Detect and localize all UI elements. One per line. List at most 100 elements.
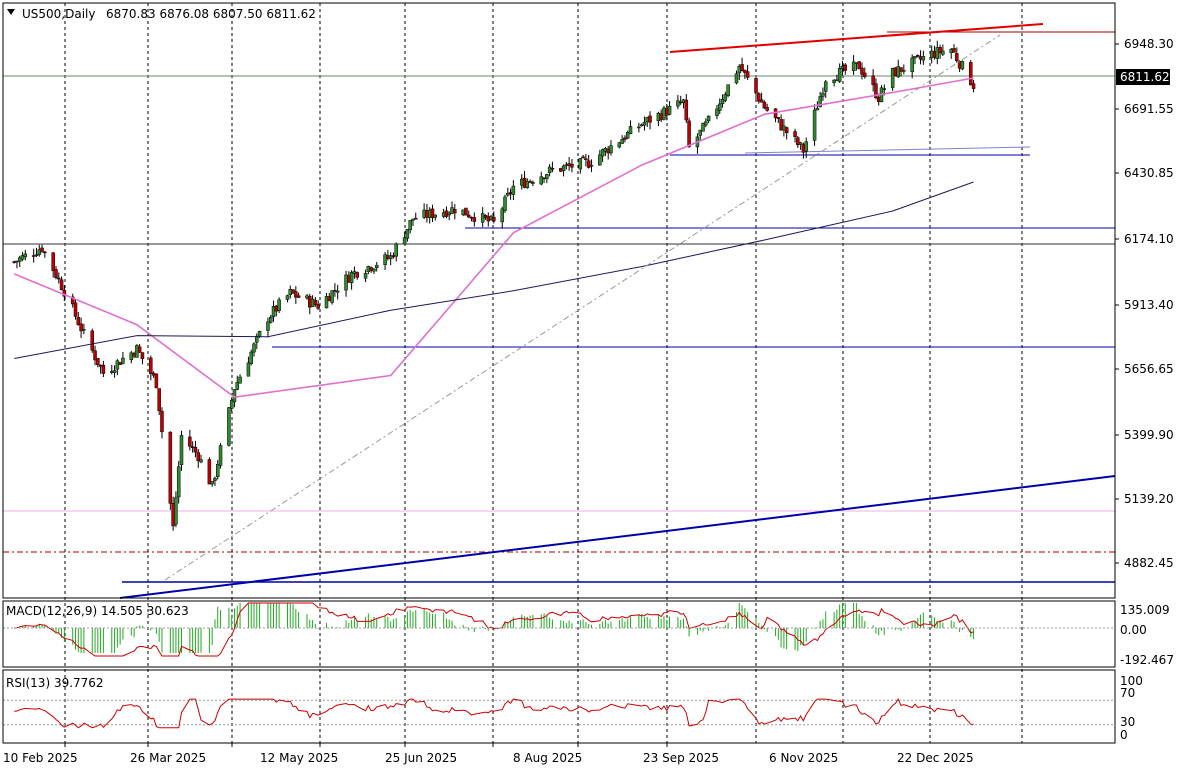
candle-body xyxy=(525,180,530,188)
candle-body xyxy=(174,497,178,525)
macd-tick-label: 0.00 xyxy=(1120,623,1147,637)
macd-tick-label: -192.467 xyxy=(1120,653,1174,667)
candle-body xyxy=(832,79,836,84)
candle-body xyxy=(762,101,767,109)
candle-body xyxy=(363,272,368,279)
time-tick-label: 26 Mar 2025 xyxy=(130,751,206,765)
panel-frames xyxy=(2,2,1116,744)
candle-body xyxy=(503,196,507,211)
candle-body xyxy=(561,165,566,171)
candle-body xyxy=(899,67,903,72)
candle-body xyxy=(531,182,535,184)
rsi-tick-label: 70 xyxy=(1120,686,1135,700)
candle-body xyxy=(324,296,329,309)
macd-signal-line xyxy=(14,602,974,657)
rsi-panel[interactable] xyxy=(3,698,1115,729)
candle-body xyxy=(851,61,856,71)
candle-body xyxy=(40,247,44,252)
candle-body xyxy=(804,141,808,152)
candle-body xyxy=(955,53,959,61)
time-tick-label: 23 Sep 2025 xyxy=(643,751,719,765)
candle-body xyxy=(249,351,253,364)
candle-body xyxy=(207,459,212,485)
candle-body xyxy=(882,88,887,90)
time-tick-label: 10 Feb 2025 xyxy=(3,751,78,765)
candle-body xyxy=(757,93,761,102)
candle-body xyxy=(238,376,242,384)
candle-body xyxy=(480,213,485,223)
chart-header: US500,Daily 6870.83 6876.08 6807.50 6811… xyxy=(7,7,316,21)
rsi-title: RSI(13) 39.7762 xyxy=(6,676,104,690)
candle-body xyxy=(271,306,276,317)
candle-body xyxy=(740,64,744,71)
candle-body xyxy=(73,302,78,317)
candle-body xyxy=(213,477,217,481)
macd-panel[interactable] xyxy=(3,602,1115,657)
candle-body xyxy=(447,212,451,216)
candle-body xyxy=(51,252,55,272)
candle-body xyxy=(910,57,914,73)
candle-body xyxy=(718,103,722,111)
candle-body xyxy=(812,109,817,141)
candle-body xyxy=(411,218,415,221)
candle-body xyxy=(23,253,28,258)
candlesticks xyxy=(12,40,976,531)
main-price-panel[interactable] xyxy=(3,23,1116,599)
candle-body xyxy=(316,304,320,309)
candle-body xyxy=(860,67,864,75)
time-tick-label: 22 Dec 2025 xyxy=(897,751,974,765)
candle-body xyxy=(268,316,273,323)
ohlc-values: 6870.83 6876.08 6807.50 6811.62 xyxy=(106,7,316,21)
candle-body xyxy=(246,362,251,377)
candle-body xyxy=(759,99,764,103)
candle-body xyxy=(798,142,803,145)
candle-body xyxy=(154,373,159,389)
candle-body xyxy=(598,154,602,166)
candle-body xyxy=(313,300,318,305)
candle-body xyxy=(857,61,861,70)
candle-body xyxy=(255,335,259,343)
time-tick-label: 8 Aug 2025 xyxy=(513,751,582,765)
moving-average-slow xyxy=(14,181,974,359)
candle-body xyxy=(971,83,976,89)
dropdown-triangle-icon[interactable] xyxy=(7,9,15,15)
candle-body xyxy=(720,99,725,105)
candle-body xyxy=(179,435,184,466)
candle-body xyxy=(765,107,769,111)
candle-body xyxy=(584,158,588,161)
macd-title: MACD(12,26,9) 14.505 30.623 xyxy=(6,604,189,618)
candle-body xyxy=(902,70,906,72)
candle-body xyxy=(374,265,379,269)
time-tick-label: 25 Jun 2025 xyxy=(385,751,457,765)
candle-body xyxy=(539,176,544,185)
candle-body xyxy=(333,289,337,292)
candle-body xyxy=(952,48,956,53)
candle-body xyxy=(637,126,641,129)
price-tick-label: 6174.10 xyxy=(1124,232,1174,246)
candle-body xyxy=(149,357,153,374)
candle-body xyxy=(464,207,468,216)
current-price-label: 6811.62 xyxy=(1120,70,1170,84)
candle-body xyxy=(793,131,797,137)
candle-body xyxy=(453,209,457,214)
candle-body xyxy=(157,388,161,411)
candle-body xyxy=(383,254,387,265)
candle-body xyxy=(43,251,47,254)
candle-body xyxy=(492,216,496,222)
candle-body xyxy=(176,466,181,498)
candle-body xyxy=(235,382,240,390)
rsi-tick-label: 30 xyxy=(1120,715,1135,729)
candle-body xyxy=(372,268,376,272)
candle-body xyxy=(586,160,591,168)
candle-body xyxy=(941,50,945,55)
candle-body xyxy=(578,158,583,170)
candle-body xyxy=(31,255,36,257)
support-line xyxy=(744,146,1031,154)
price-tick-label: 5656.65 xyxy=(1124,362,1174,376)
symbol-title: US500,Daily xyxy=(22,7,95,21)
time-axis: 10 Feb 2025 26 Mar 2025 12 May 2025 25 Jun … xyxy=(3,743,974,765)
candle-body xyxy=(433,214,438,218)
candle-body xyxy=(796,137,800,146)
candle-body xyxy=(617,142,622,148)
